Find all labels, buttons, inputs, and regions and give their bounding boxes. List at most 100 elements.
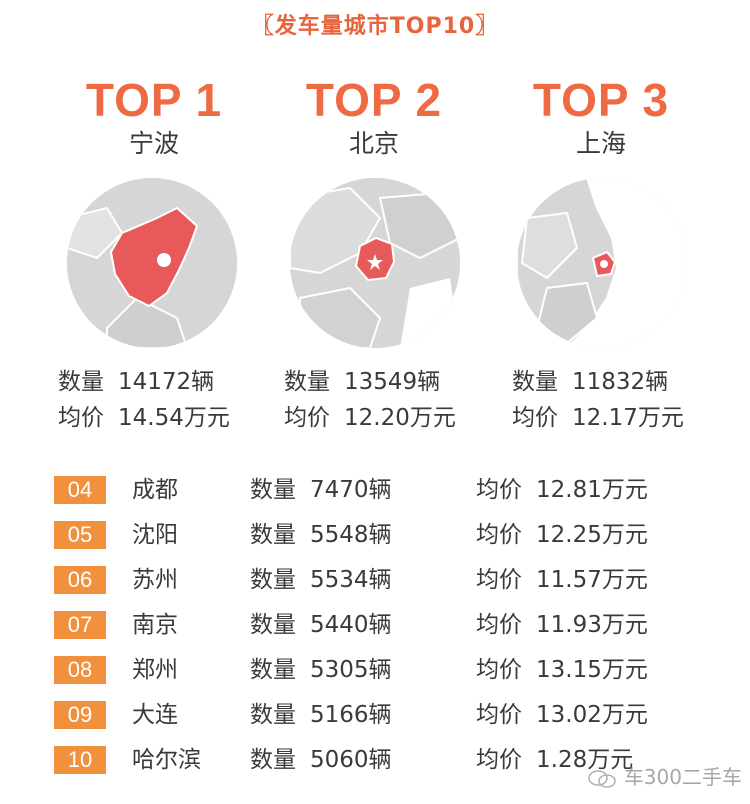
price-label: 均价 xyxy=(476,567,522,593)
count-label: 数量 xyxy=(250,657,296,683)
price-cell: 均价 1.28万元 xyxy=(476,744,633,776)
count-cell: 数量 5305辆 xyxy=(250,654,392,686)
price-value: 13.02万元 xyxy=(536,702,648,728)
count-value: 5166辆 xyxy=(310,702,392,728)
top1-count: 14172辆 xyxy=(118,369,215,395)
list-item: 04 成都 数量 7470辆 均价 12.81万元 xyxy=(54,474,714,519)
city-name: 苏州 xyxy=(132,567,178,593)
price-value: 11.57万元 xyxy=(536,567,648,593)
title-bracket-left: 〖 xyxy=(251,14,275,39)
list-item: 06 苏州 数量 5534辆 均价 11.57万元 xyxy=(54,564,714,609)
watermark: 车300二手车 xyxy=(587,761,742,790)
count-value: 7470辆 xyxy=(310,477,392,503)
price-cell: 均价 12.81万元 xyxy=(476,474,648,506)
count-label: 数量 xyxy=(250,522,296,548)
top1-rank: TOP 1 xyxy=(85,74,223,126)
list-item: 09 大连 数量 5166辆 均价 13.02万元 xyxy=(54,699,714,744)
price-cell: 均价 13.15万元 xyxy=(476,654,648,686)
count-label: 数量 xyxy=(250,702,296,728)
city-name: 郑州 xyxy=(132,657,178,683)
top3-stats: 数量 11832辆 均价 12.17万元 xyxy=(512,364,684,436)
top3-price: 12.17万元 xyxy=(572,405,684,431)
price-value: 12.81万元 xyxy=(536,477,648,503)
top2-city: 北京 xyxy=(348,129,399,158)
ningbo-map-icon xyxy=(67,178,237,348)
list-item: 08 郑州 数量 5305辆 均价 13.15万元 xyxy=(54,654,714,699)
top1-stats: 数量 14172辆 均价 14.54万元 xyxy=(58,364,230,436)
page-title: 〖发车量城市TOP10〗 xyxy=(0,8,750,40)
top2-rank: TOP 2 xyxy=(305,74,443,126)
beijing-map-icon xyxy=(290,178,460,348)
price-label: 均价 xyxy=(476,702,522,728)
top1-city: 宁波 xyxy=(128,129,179,158)
top3-city: 上海 xyxy=(575,129,626,158)
beijing-map-svg xyxy=(290,178,460,348)
watermark-text: 车300二手车 xyxy=(623,765,742,789)
price-value: 13.15万元 xyxy=(536,657,648,683)
price-cell: 均价 13.02万元 xyxy=(476,699,648,731)
title-bracket-right: 〗 xyxy=(475,14,499,39)
count-cell: 数量 5166辆 xyxy=(250,699,392,731)
city-name: 大连 xyxy=(132,702,178,728)
count-cell: 数量 5440辆 xyxy=(250,609,392,641)
top1-price: 14.54万元 xyxy=(118,405,230,431)
top2-stats: 数量 13549辆 均价 12.20万元 xyxy=(284,364,456,436)
list-item: 10 哈尔滨 数量 5060辆 均价 1.28万元 xyxy=(54,744,714,789)
rank-list: 04 成都 数量 7470辆 均价 12.81万元 05 沈阳 数量 5548辆 均价… xyxy=(54,474,714,789)
rank-badge: 09 xyxy=(54,701,106,729)
price-label: 均价 xyxy=(476,612,522,638)
price-value: 1.28万元 xyxy=(536,747,634,773)
count-cell: 数量 5060辆 xyxy=(250,744,392,776)
ningbo-map-svg xyxy=(67,178,237,348)
rank-badge: 07 xyxy=(54,611,106,639)
shanghai-map-svg xyxy=(517,178,687,348)
count-cell: 数量 7470辆 xyxy=(250,474,392,506)
count-value: 5060辆 xyxy=(310,747,392,773)
price-label: 均价 xyxy=(476,522,522,548)
city-name: 南京 xyxy=(132,612,178,638)
rank-badge: 05 xyxy=(54,521,106,549)
shanghai-map-icon xyxy=(517,178,687,348)
city-name: 沈阳 xyxy=(132,522,178,548)
count-label: 数量 xyxy=(250,612,296,638)
rank-badge: 08 xyxy=(54,656,106,684)
count-value: 5305辆 xyxy=(310,657,392,683)
top3-count: 11832辆 xyxy=(572,369,669,395)
city-name: 成都 xyxy=(132,477,178,503)
price-cell: 均价 12.25万元 xyxy=(476,519,648,551)
count-value: 5534辆 xyxy=(310,567,392,593)
price-label: 均价 xyxy=(476,477,522,503)
price-value: 11.93万元 xyxy=(536,612,648,638)
count-label: 数量 xyxy=(250,567,296,593)
count-cell: 数量 5534辆 xyxy=(250,564,392,596)
count-label: 数量 xyxy=(250,747,296,773)
top3-header: TOP 3 上海 xyxy=(486,74,716,160)
rank-badge: 10 xyxy=(54,746,106,774)
title-text: 发车量城市TOP10 xyxy=(274,14,476,39)
rank-badge: 06 xyxy=(54,566,106,594)
list-item: 05 沈阳 数量 5548辆 均价 12.25万元 xyxy=(54,519,714,564)
top2-price-label: 均价 xyxy=(284,405,330,431)
count-value: 5548辆 xyxy=(310,522,392,548)
price-cell: 均价 11.93万元 xyxy=(476,609,648,641)
top2-count-label: 数量 xyxy=(284,369,330,395)
wechat-icon xyxy=(587,768,617,790)
price-label: 均价 xyxy=(476,657,522,683)
top3-rank: TOP 3 xyxy=(532,74,670,126)
price-label: 均价 xyxy=(476,747,522,773)
top3-count-label: 数量 xyxy=(512,369,558,395)
count-label: 数量 xyxy=(250,477,296,503)
top2-price: 12.20万元 xyxy=(344,405,456,431)
top1-count-label: 数量 xyxy=(58,369,104,395)
top2-count: 13549辆 xyxy=(344,369,441,395)
top2-header: TOP 2 北京 xyxy=(259,74,489,160)
top1-price-label: 均价 xyxy=(58,405,104,431)
price-value: 12.25万元 xyxy=(536,522,648,548)
count-value: 5440辆 xyxy=(310,612,392,638)
rank-badge: 04 xyxy=(54,476,106,504)
count-cell: 数量 5548辆 xyxy=(250,519,392,551)
city-name: 哈尔滨 xyxy=(132,747,201,773)
top3-price-label: 均价 xyxy=(512,405,558,431)
list-item: 07 南京 数量 5440辆 均价 11.93万元 xyxy=(54,609,714,654)
price-cell: 均价 11.57万元 xyxy=(476,564,648,596)
